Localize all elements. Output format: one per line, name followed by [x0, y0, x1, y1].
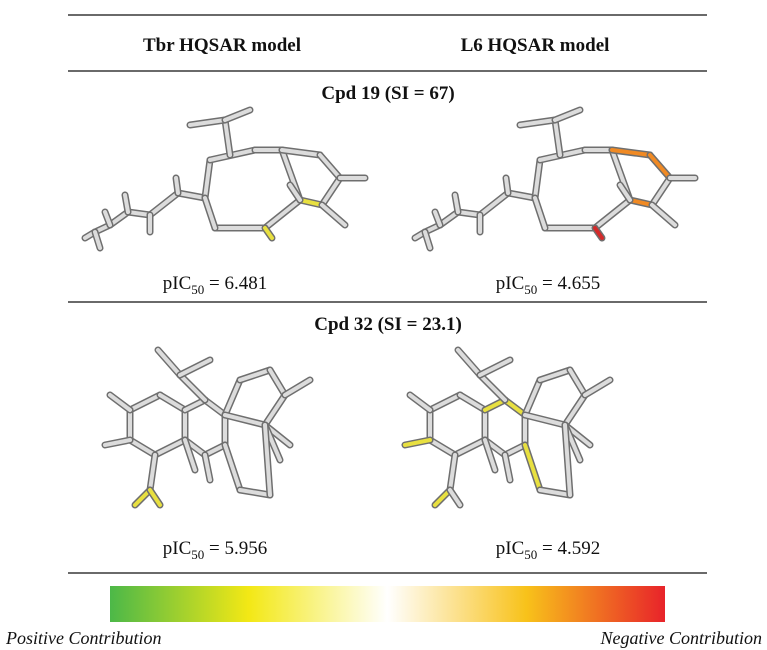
bond: [205, 400, 225, 415]
bond: [585, 380, 610, 395]
bond: [155, 440, 185, 455]
bond: [265, 395, 285, 425]
column-header: L6 HQSAR model: [461, 35, 610, 56]
bond: [480, 375, 505, 400]
bond: [285, 380, 310, 395]
bond: [410, 395, 430, 410]
bond: [652, 178, 670, 205]
bond: [180, 375, 205, 400]
bond: [110, 395, 130, 410]
bond: [265, 200, 300, 228]
bond: [320, 155, 340, 178]
molecules: [85, 110, 695, 505]
activity-label: pIC50 = 6.481: [163, 273, 267, 297]
bond: [225, 445, 240, 490]
bond: [455, 440, 485, 455]
bond: [430, 395, 460, 410]
bond: [506, 178, 508, 193]
activity-label: pIC50 = 5.956: [163, 538, 267, 562]
bond: [180, 360, 210, 375]
bond: [130, 395, 160, 410]
bond: [565, 395, 585, 425]
bond: [130, 440, 155, 455]
bond: [480, 360, 510, 375]
bond: [460, 395, 485, 410]
activity-label: pIC50 = 4.592: [496, 538, 600, 562]
legend-right: Negative Contribution: [600, 628, 763, 648]
bond: [570, 370, 585, 395]
column-header: Tbr HQSAR model: [143, 35, 301, 56]
bond: [525, 380, 540, 415]
bond: [595, 200, 630, 228]
legend-left: Positive Contribution: [5, 628, 162, 648]
color-scale: [110, 586, 665, 622]
figure: Tbr HQSAR model L6 HQSAR model Cpd 19 (S…: [0, 0, 767, 650]
bond: [650, 155, 670, 178]
row-title: Cpd 19 (SI = 67): [321, 83, 454, 104]
row-title: Cpd 32 (SI = 23.1): [314, 314, 462, 335]
bond: [430, 440, 455, 455]
bond: [160, 395, 185, 410]
bond: [176, 178, 178, 193]
bond: [505, 400, 525, 415]
bond: [150, 193, 178, 215]
bond: [458, 350, 480, 375]
bond: [480, 193, 508, 215]
bond: [270, 370, 285, 395]
activity-label: pIC50 = 4.655: [496, 273, 600, 297]
bond: [158, 350, 180, 375]
bond: [652, 205, 675, 225]
bond: [225, 380, 240, 415]
bond: [322, 205, 345, 225]
bond: [525, 445, 540, 490]
bond: [322, 178, 340, 205]
